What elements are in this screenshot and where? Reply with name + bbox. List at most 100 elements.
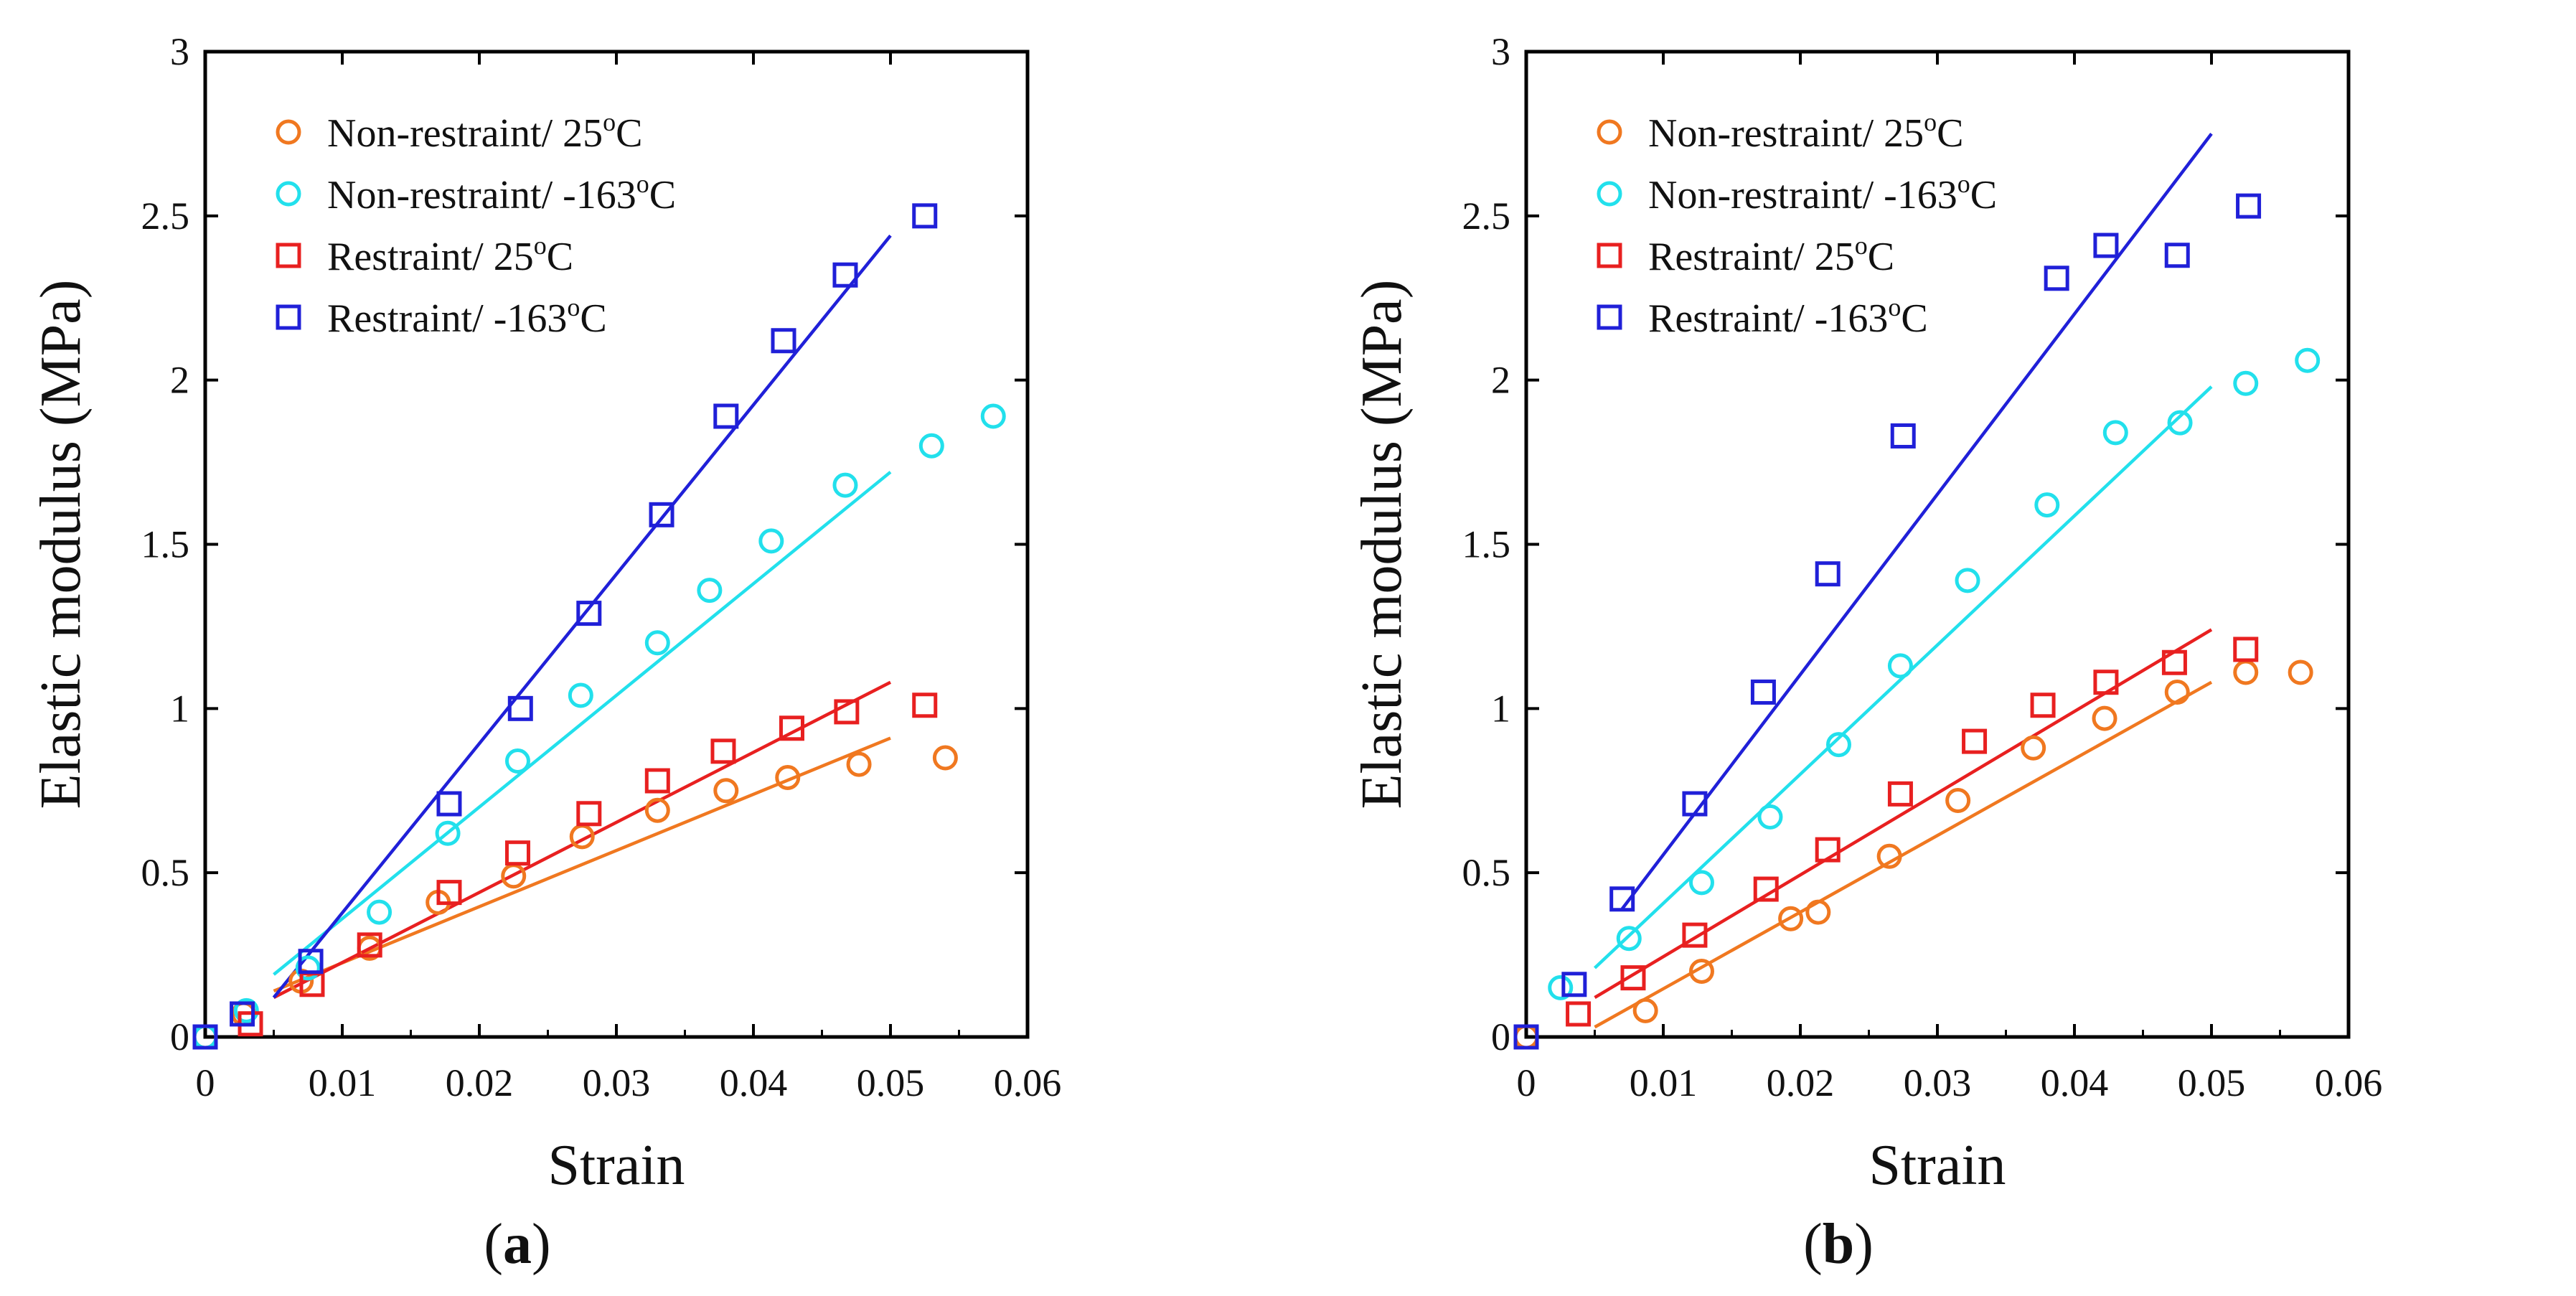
data-point-non-restraint-163-c bbox=[697, 578, 723, 604]
data-point-non-restraint-163-c bbox=[295, 955, 321, 981]
data-point-non-restraint-163-c bbox=[2034, 492, 2060, 518]
legend-degree-sup: o bbox=[534, 231, 547, 260]
fit-line-restraint-163-c bbox=[272, 234, 892, 999]
series-non-restraint-163-c bbox=[1548, 347, 2321, 1000]
legend-label-non-restraint-163-c: Non-restraint/ -163oC bbox=[327, 169, 676, 217]
fit-line-non-restraint-25-c bbox=[273, 736, 891, 993]
data-point-restraint-25-c bbox=[779, 715, 804, 741]
legend-label-text: Restraint/ 25 bbox=[327, 235, 534, 279]
x-axis-label: Strain bbox=[1868, 1134, 2006, 1197]
panel-letter: a bbox=[503, 1213, 532, 1276]
legend-label-restraint-25-c: Restraint/ 25oC bbox=[327, 231, 573, 279]
data-point-restraint-163-c bbox=[912, 203, 938, 229]
series-non-restraint-163-c bbox=[192, 403, 1006, 1050]
data-point-restraint-163-c bbox=[1815, 561, 1841, 587]
data-point-restraint-163-c bbox=[2236, 193, 2262, 219]
legend-label-non-restraint-25-c: Non-restraint/ 25oC bbox=[1648, 108, 1963, 156]
legend-label-text: Non-restraint/ 25 bbox=[327, 111, 603, 156]
legend-label-restraint-25-c: Restraint/ 25oC bbox=[1648, 231, 1894, 279]
x-tick-label: 0 bbox=[1517, 1061, 1536, 1104]
legend-unit: C bbox=[1937, 111, 1963, 156]
data-point-non-restraint-25-c bbox=[1805, 899, 1831, 925]
legend-marker-restraint-163-c bbox=[276, 304, 301, 330]
data-point-non-restraint-25-c bbox=[2164, 679, 2190, 705]
data-point-restraint-163-c bbox=[649, 502, 674, 527]
caption-close-paren: ) bbox=[1854, 1213, 1874, 1276]
data-point-restraint-25-c bbox=[504, 840, 530, 866]
data-point-restraint-163-c bbox=[2044, 266, 2069, 291]
data-point-non-restraint-163-c bbox=[758, 528, 784, 554]
legend-degree-sup: o bbox=[603, 108, 616, 136]
data-point-non-restraint-163-c bbox=[2233, 370, 2259, 396]
caption-open-paren: ( bbox=[1803, 1213, 1823, 1276]
panel-caption: (a) bbox=[484, 1213, 550, 1276]
data-point-restraint-163-c bbox=[230, 1001, 255, 1027]
legend-marker-restraint-25-c bbox=[276, 243, 301, 268]
chart-panel-a: 0 0.01 0.02 0.03 0.04 0.05 0.06 0 0.5 1 1.5 2 2.5 3 St… bbox=[29, 30, 1061, 1276]
data-point-restraint-25-c bbox=[834, 699, 860, 725]
data-point-non-restraint-163-c bbox=[980, 403, 1006, 429]
legend-degree-sup: o bbox=[636, 169, 649, 198]
data-point-restraint-163-c bbox=[1609, 886, 1635, 912]
data-point-non-restraint-25-c bbox=[644, 797, 670, 823]
legend-marker-restraint-163-c bbox=[1597, 304, 1622, 330]
data-point-non-restraint-163-c bbox=[435, 820, 461, 846]
x-axis-label: Strain bbox=[547, 1134, 685, 1197]
legend-label-text: Restraint/ -163 bbox=[327, 296, 567, 341]
legend-label-non-restraint-163-c: Non-restraint/ -163oC bbox=[1648, 169, 1997, 217]
legend-unit: C bbox=[649, 173, 676, 217]
legend-unit: C bbox=[1868, 235, 1894, 279]
data-point-restraint-25-c bbox=[1887, 781, 1913, 807]
fit-line-non-restraint-163-c bbox=[273, 471, 892, 976]
x-tick-label: 0.04 bbox=[2041, 1061, 2109, 1104]
data-point-restraint-163-c bbox=[1682, 791, 1708, 817]
data-point-non-restraint-25-c bbox=[2021, 735, 2046, 761]
legend-marker-restraint-25-c bbox=[1597, 243, 1622, 268]
x-tick-label: 0 bbox=[196, 1061, 215, 1104]
fit-line-restraint-163-c bbox=[1620, 133, 2213, 910]
x-tick-label: 0.06 bbox=[994, 1061, 1062, 1104]
legend-degree-sup: o bbox=[1957, 169, 1970, 198]
data-point-restraint-163-c bbox=[771, 328, 796, 354]
legend-label-text: Non-restraint/ -163 bbox=[327, 173, 636, 217]
y-tick-label: 1.5 bbox=[141, 523, 190, 566]
y-tick-label: 0.5 bbox=[141, 851, 190, 894]
data-point-non-restraint-25-c bbox=[1688, 958, 1714, 984]
legend-degree-sup: o bbox=[1924, 108, 1937, 136]
series-restraint-25-c bbox=[1513, 637, 2259, 1050]
y-tick-label: 2.5 bbox=[1462, 194, 1511, 238]
data-point-restraint-25-c bbox=[2161, 649, 2187, 675]
legend-label-text: Restraint/ -163 bbox=[1648, 296, 1888, 341]
series-restraint-163-c bbox=[192, 203, 938, 1050]
data-point-non-restraint-163-c bbox=[1887, 653, 1913, 679]
data-point-restraint-163-c bbox=[2164, 243, 2190, 268]
data-point-restraint-25-c bbox=[357, 932, 382, 958]
data-point-restraint-25-c bbox=[1962, 728, 1988, 754]
series-restraint-163-c bbox=[1513, 193, 2262, 1050]
x-tick-label: 0.03 bbox=[1904, 1061, 1972, 1104]
data-point-non-restraint-163-c bbox=[1757, 804, 1783, 830]
x-tick-label: 0.05 bbox=[2178, 1061, 2246, 1104]
data-point-restraint-163-c bbox=[1513, 1024, 1539, 1050]
legend-marker-non-restraint-163-c bbox=[1597, 181, 1622, 207]
data-point-restraint-25-c bbox=[576, 801, 602, 827]
data-point-non-restraint-163-c bbox=[2167, 410, 2193, 436]
data-point-non-restraint-25-c bbox=[932, 745, 958, 771]
data-point-restraint-25-c bbox=[710, 738, 736, 764]
data-point-restraint-163-c bbox=[298, 949, 324, 975]
y-tick-label: 0 bbox=[1491, 1015, 1510, 1058]
y-tick-label: 0.5 bbox=[1462, 851, 1511, 894]
legend-degree-sup: o bbox=[1888, 293, 1901, 321]
y-tick-label: 2.5 bbox=[141, 194, 190, 238]
data-point-restraint-25-c bbox=[2233, 637, 2259, 662]
data-point-non-restraint-163-c bbox=[832, 472, 858, 498]
x-tick-label: 0.03 bbox=[583, 1061, 651, 1104]
x-tick-label: 0.02 bbox=[1767, 1061, 1835, 1104]
legend-label-text: Non-restraint/ -163 bbox=[1648, 173, 1957, 217]
y-tick-label: 1 bbox=[1491, 687, 1510, 730]
data-point-non-restraint-25-c bbox=[2092, 705, 2117, 731]
data-point-non-restraint-163-c bbox=[367, 899, 392, 925]
data-point-restraint-163-c bbox=[1750, 679, 1776, 705]
data-point-restraint-25-c bbox=[2030, 692, 2056, 718]
